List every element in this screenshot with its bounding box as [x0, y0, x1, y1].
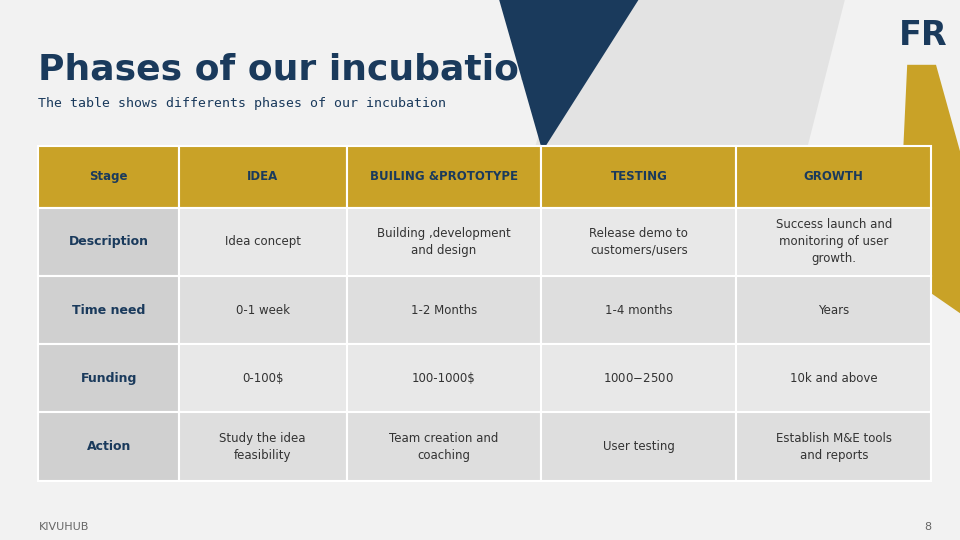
Text: Years: Years	[818, 303, 850, 316]
Text: Phases of our incubation: Phases of our incubation	[38, 52, 545, 86]
Text: Study the idea
feasibility: Study the idea feasibility	[220, 431, 306, 462]
Text: User testing: User testing	[603, 440, 675, 453]
Text: 1000$-2500$: 1000$-2500$	[604, 372, 674, 385]
Text: 10k and above: 10k and above	[790, 372, 877, 385]
Text: Team creation and
coaching: Team creation and coaching	[390, 431, 498, 462]
Text: Action: Action	[86, 440, 131, 453]
FancyBboxPatch shape	[38, 146, 179, 208]
Text: GROWTH: GROWTH	[804, 170, 864, 184]
Text: Funding: Funding	[81, 372, 137, 385]
FancyBboxPatch shape	[347, 345, 541, 413]
FancyBboxPatch shape	[736, 413, 931, 481]
FancyBboxPatch shape	[347, 146, 541, 208]
FancyBboxPatch shape	[736, 276, 931, 345]
FancyBboxPatch shape	[179, 146, 347, 208]
Text: 1-2 Months: 1-2 Months	[411, 303, 477, 316]
FancyBboxPatch shape	[347, 276, 541, 345]
Text: 0-100$: 0-100$	[242, 372, 283, 385]
FancyBboxPatch shape	[541, 146, 736, 208]
FancyBboxPatch shape	[179, 413, 347, 481]
FancyBboxPatch shape	[38, 413, 179, 481]
Text: TESTING: TESTING	[611, 170, 667, 184]
FancyBboxPatch shape	[736, 146, 931, 208]
Text: Success launch and
monitoring of user
growth.: Success launch and monitoring of user gr…	[776, 219, 892, 266]
FancyBboxPatch shape	[347, 208, 541, 276]
FancyBboxPatch shape	[541, 345, 736, 413]
FancyBboxPatch shape	[347, 413, 541, 481]
Polygon shape	[898, 65, 960, 313]
Text: KIVUHUB: KIVUHUB	[38, 522, 88, 531]
Text: IDEA: IDEA	[247, 170, 278, 184]
Text: Description: Description	[69, 235, 149, 248]
FancyBboxPatch shape	[179, 208, 347, 276]
FancyBboxPatch shape	[541, 413, 736, 481]
Text: The table shows differents phases of our incubation: The table shows differents phases of our…	[38, 97, 446, 110]
Text: BUILING &PROTOTYPE: BUILING &PROTOTYPE	[370, 170, 518, 184]
Text: Release demo to
customers/users: Release demo to customers/users	[589, 227, 688, 257]
FancyBboxPatch shape	[179, 276, 347, 345]
Polygon shape	[528, 0, 845, 227]
Polygon shape	[499, 0, 638, 151]
Text: Stage: Stage	[89, 170, 128, 184]
FancyBboxPatch shape	[541, 276, 736, 345]
FancyBboxPatch shape	[736, 345, 931, 413]
Text: 100-1000$: 100-1000$	[412, 372, 476, 385]
Text: 1-4 months: 1-4 months	[605, 303, 673, 316]
FancyBboxPatch shape	[38, 345, 179, 413]
FancyBboxPatch shape	[179, 345, 347, 413]
Text: Time need: Time need	[72, 303, 145, 316]
Text: Idea concept: Idea concept	[225, 235, 300, 248]
FancyBboxPatch shape	[38, 276, 179, 345]
Text: FR: FR	[900, 18, 948, 52]
Text: 0-1 week: 0-1 week	[236, 303, 290, 316]
Text: Establish M&E tools
and reports: Establish M&E tools and reports	[776, 431, 892, 462]
FancyBboxPatch shape	[736, 208, 931, 276]
Text: 8: 8	[924, 522, 931, 531]
FancyBboxPatch shape	[38, 208, 179, 276]
Text: Building ,development
and design: Building ,development and design	[377, 227, 511, 257]
FancyBboxPatch shape	[541, 208, 736, 276]
